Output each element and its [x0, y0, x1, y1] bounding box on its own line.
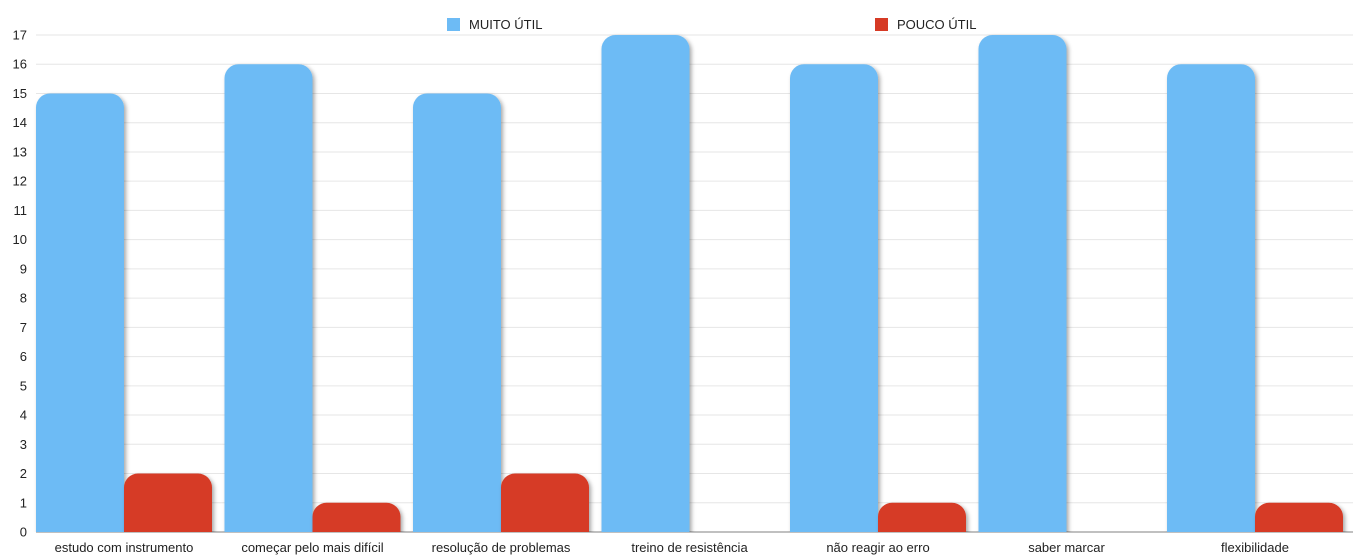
y-tick-label: 14 — [13, 115, 27, 130]
y-tick-label: 6 — [20, 349, 27, 364]
bar-muito-util — [413, 93, 501, 532]
y-tick-label: 13 — [13, 144, 27, 159]
y-tick-label: 1 — [20, 495, 27, 510]
x-tick-label: não reagir ao erro — [826, 540, 929, 555]
bar-pouco-util — [878, 502, 966, 532]
bar-muito-util — [790, 64, 878, 532]
bar-muito-util — [978, 35, 1067, 532]
bar-muito-util — [601, 35, 690, 532]
legend-label: POUCO ÚTIL — [897, 17, 976, 32]
x-tick-label: treino de resistência — [631, 540, 748, 555]
x-tick-label: flexibilidade — [1221, 540, 1289, 555]
bar-muito-util — [1167, 64, 1255, 532]
bar-pouco-util — [1255, 502, 1343, 532]
y-tick-label: 12 — [13, 174, 27, 189]
y-tick-label: 7 — [20, 320, 27, 335]
x-axis-labels: estudo com instrumento começar pelo mais … — [55, 540, 1289, 555]
legend: MUITO ÚTIL POUCO ÚTIL — [447, 17, 976, 32]
x-tick-label: saber marcar — [1028, 540, 1105, 555]
x-tick-label: estudo com instrumento — [55, 540, 194, 555]
bar-pouco-util — [501, 473, 589, 532]
bars — [36, 35, 1343, 532]
y-tick-label: 2 — [20, 466, 27, 481]
y-tick-label: 16 — [13, 57, 27, 72]
legend-label: MUITO ÚTIL — [469, 17, 542, 32]
y-tick-label: 8 — [20, 291, 27, 306]
y-tick-label: 10 — [13, 232, 27, 247]
y-tick-label: 9 — [20, 261, 27, 276]
bar-pouco-util — [312, 502, 401, 532]
bar-muito-util — [224, 64, 313, 532]
bar-muito-util — [36, 93, 124, 532]
x-tick-label: começar pelo mais difícil — [241, 540, 383, 555]
y-tick-label: 5 — [20, 378, 27, 393]
y-tick-label: 11 — [14, 203, 28, 218]
y-tick-label: 0 — [20, 525, 27, 540]
x-tick-label: resolução de problemas — [432, 540, 571, 555]
bar-pouco-util — [124, 473, 212, 532]
y-tick-label: 15 — [13, 86, 27, 101]
y-tick-label: 4 — [20, 408, 27, 423]
y-tick-label: 3 — [20, 437, 27, 452]
legend-swatch-muito-util — [447, 18, 460, 31]
legend-swatch-pouco-util — [875, 18, 888, 31]
y-tick-label: 17 — [13, 28, 27, 43]
